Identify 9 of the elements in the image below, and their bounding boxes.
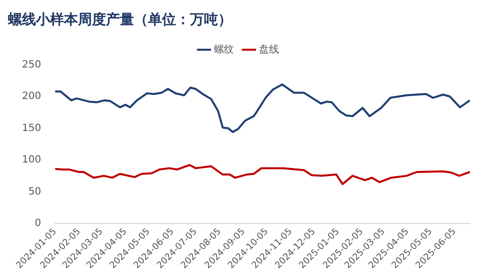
y-tick-label: 0 bbox=[34, 218, 42, 229]
chart-title: 螺线小样本周度产量（单位：万吨） bbox=[7, 11, 232, 28]
y-tick-label: 200 bbox=[22, 91, 42, 102]
legend-label: 盘线 bbox=[259, 43, 279, 56]
y-tick-label: 150 bbox=[22, 122, 42, 134]
legend-label: 螺纹 bbox=[214, 43, 234, 56]
y-tick-label: 100 bbox=[22, 154, 42, 166]
y-tick-label: 250 bbox=[22, 59, 42, 70]
y-tick-label: 50 bbox=[28, 186, 42, 198]
